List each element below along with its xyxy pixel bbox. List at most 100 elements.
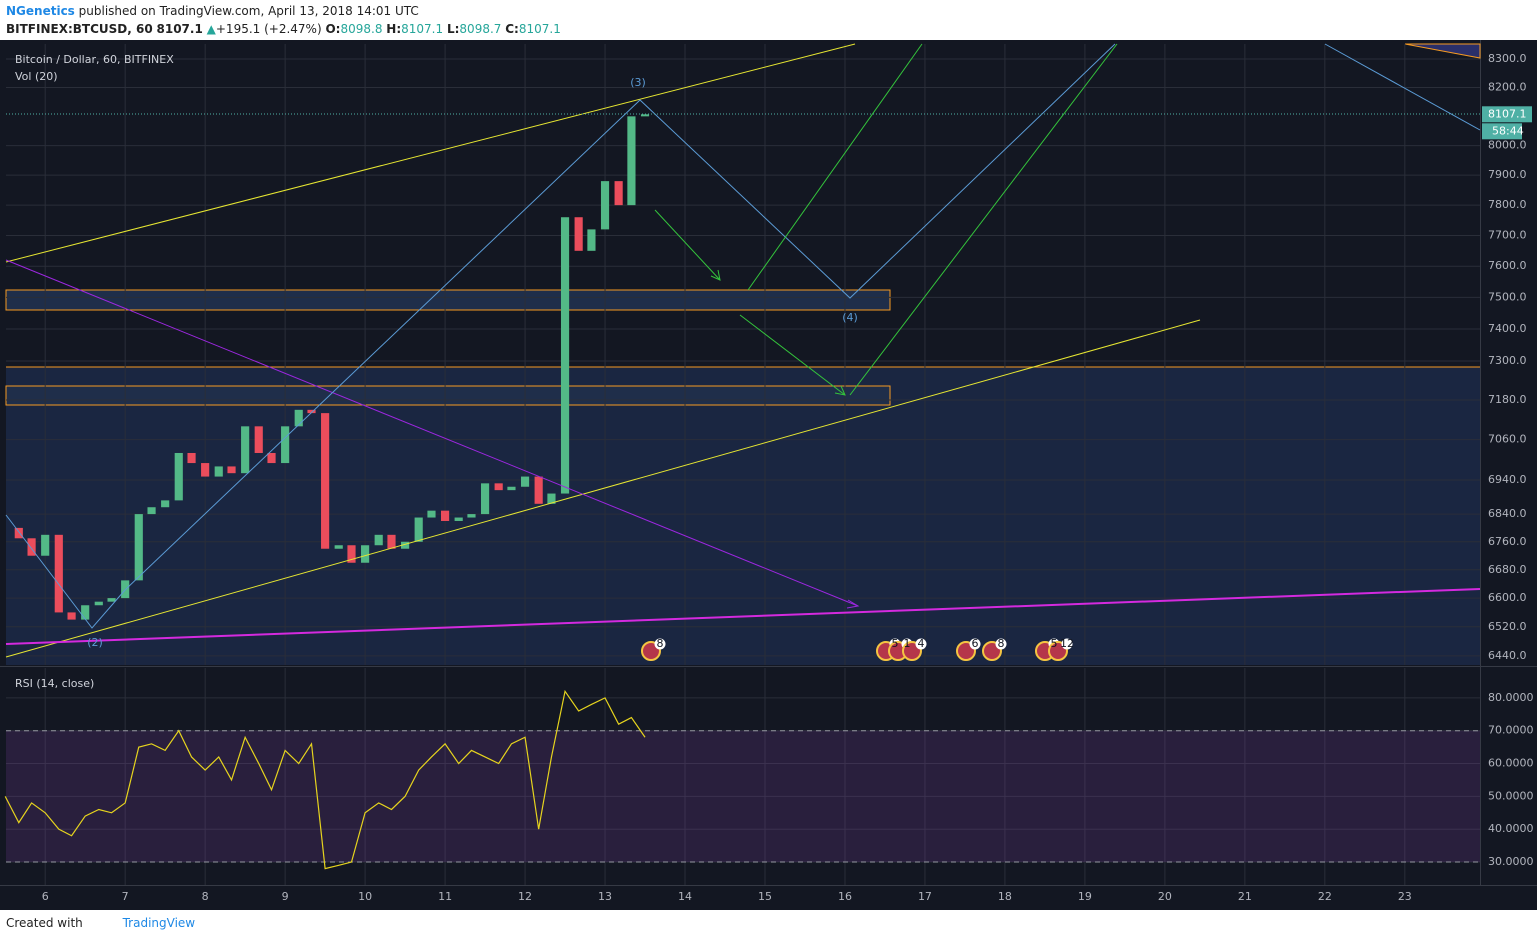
trendline	[5, 259, 859, 607]
zone-box	[5, 289, 891, 311]
candle	[574, 217, 583, 251]
candle	[480, 483, 490, 515]
y-tick-label: 7180.0	[1488, 393, 1527, 406]
publish-line: NGenetics published on TradingView.com, …	[6, 2, 561, 20]
y-tick-label: 6840.0	[1488, 507, 1527, 520]
high: 8107.1	[401, 22, 444, 36]
candle	[587, 229, 596, 251]
zone	[6, 367, 1480, 665]
candle	[374, 534, 383, 546]
candle	[547, 493, 556, 504]
event-badge	[915, 638, 927, 650]
y-tick-label: 70.0000	[1488, 724, 1534, 737]
projection	[747, 43, 923, 291]
candle	[214, 466, 223, 477]
event-count: 6	[972, 637, 979, 650]
x-tick-label: 23	[1398, 890, 1412, 903]
y-tick-label: 6520.0	[1488, 620, 1527, 633]
chart: 6440.06520.06600.06680.06760.06840.06940…	[0, 40, 1537, 910]
arrow	[739, 314, 846, 396]
pane-title: Bitcoin / Dollar, 60, BITFINEX	[15, 53, 174, 66]
y-tick-label: 30.0000	[1488, 855, 1534, 868]
candle	[147, 507, 156, 515]
candle	[321, 413, 330, 549]
event-count: 12	[1060, 637, 1074, 650]
x-tick-label: 7	[122, 890, 129, 903]
y-tick-label: 8300.0	[1488, 52, 1527, 65]
candle	[520, 476, 530, 487]
y-tick-label: 7900.0	[1488, 168, 1527, 181]
candle	[27, 538, 36, 556]
candle	[560, 217, 570, 494]
candle	[254, 426, 263, 453]
rsi-line	[4, 689, 646, 870]
x-tick-label: 22	[1318, 890, 1332, 903]
last: 8107.1	[156, 22, 203, 36]
event-count: 1	[904, 637, 911, 650]
quote-line: BITFINEX:BTCUSD, 60 8107.1 ▲+195.1 (+2.4…	[6, 20, 561, 38]
event-count: 8	[657, 637, 664, 650]
x-tick-label: 18	[998, 890, 1012, 903]
candle	[600, 181, 610, 230]
projection	[849, 43, 1118, 396]
y-tick-label: 7300.0	[1488, 354, 1527, 367]
change: +195.1 (+2.47%)	[215, 22, 322, 36]
x-tick-label: 19	[1078, 890, 1092, 903]
candle	[54, 534, 63, 613]
candle	[94, 601, 103, 606]
candle	[427, 510, 436, 518]
x-tick-label: 8	[202, 890, 209, 903]
event-badge	[654, 638, 666, 650]
candle	[201, 463, 210, 477]
arrow: ▲	[206, 22, 216, 36]
candle	[387, 534, 396, 549]
arrow-head	[846, 599, 860, 609]
x-tick-label: 9	[282, 890, 289, 903]
pane-title: RSI (14, close)	[15, 677, 94, 690]
wave-label: (4)	[842, 311, 858, 324]
marks	[4, 106, 1532, 870]
x-tick-label: 20	[1158, 890, 1172, 903]
price-label-bg	[1482, 106, 1532, 123]
event-badge	[969, 638, 981, 650]
event-count: 4	[918, 637, 925, 650]
brand[interactable]: TradingView	[122, 916, 196, 930]
candle	[640, 114, 650, 117]
header: NGenetics published on TradingView.com, …	[6, 2, 561, 38]
x-tick-label: 17	[918, 890, 932, 903]
h-label: H:	[386, 22, 402, 36]
candle	[41, 534, 50, 556]
candle	[614, 181, 623, 206]
rsi-band	[6, 730, 1480, 863]
x-tick-label: 10	[358, 890, 372, 903]
y-tick-label: 8000.0	[1488, 139, 1527, 152]
candle	[227, 466, 236, 474]
y-tick-label: 6440.0	[1488, 649, 1527, 662]
x-tick-label: 6	[42, 890, 49, 903]
y-tick-label: 7400.0	[1488, 322, 1527, 335]
candle	[161, 500, 170, 508]
x-tick-label: 21	[1238, 890, 1252, 903]
candle	[507, 486, 516, 491]
candle	[347, 545, 356, 563]
candle	[494, 483, 503, 491]
c-label: C:	[505, 22, 519, 36]
candle	[187, 452, 196, 464]
y-tick-label: 6600.0	[1488, 591, 1527, 604]
low: 8098.7	[459, 22, 502, 36]
y-tick-label: 8200.0	[1488, 80, 1527, 93]
candle	[267, 452, 276, 464]
countdown-bg	[1482, 123, 1522, 140]
candle	[534, 476, 543, 504]
candle	[401, 541, 410, 549]
labels: 6440.06520.06600.06680.06760.06840.06940…	[15, 52, 1534, 903]
event-count: 5	[892, 637, 899, 650]
x-tick-label: 15	[758, 890, 772, 903]
candle	[241, 426, 250, 474]
trendline	[1324, 43, 1481, 131]
footer: Created with TradingView	[6, 916, 195, 930]
x-tick-label: 11	[438, 890, 452, 903]
y-tick-label: 40.0000	[1488, 822, 1534, 835]
author[interactable]: NGenetics	[6, 4, 75, 18]
